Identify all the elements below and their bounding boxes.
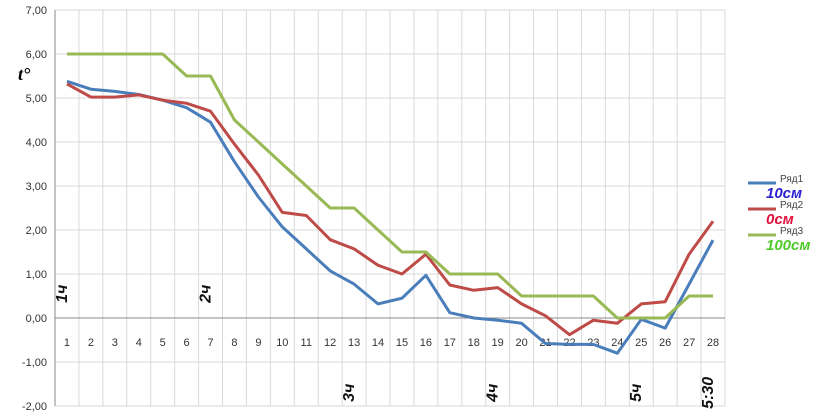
time-annotation: 2ч <box>198 285 215 304</box>
x-tick-label: 19 <box>492 337 504 349</box>
x-tick-label: 17 <box>444 337 456 349</box>
x-tick-label: 9 <box>255 337 261 349</box>
legend-depth-note: 100см <box>766 237 810 254</box>
time-annotation: 5:30 <box>700 377 717 409</box>
x-tick-label: 10 <box>276 337 288 349</box>
legend-entry-label: Ряд2 <box>780 200 804 211</box>
x-tick-label: 27 <box>683 337 695 349</box>
time-annotations: 1ч 2ч 3ч 4ч 5ч 5:30 <box>54 285 717 409</box>
x-tick-label: 3 <box>112 337 118 349</box>
x-tick-label: 24 <box>611 337 623 349</box>
x-tick-label: 6 <box>184 337 190 349</box>
y-tick-label: 7,00 <box>26 5 47 17</box>
y-tick-label: 3,00 <box>26 181 47 193</box>
y-tick-label: 1,00 <box>26 269 47 281</box>
x-tick-label: 13 <box>348 337 360 349</box>
x-tick-label: 14 <box>372 337 384 349</box>
x-tick-label: 18 <box>468 337 480 349</box>
legend-entry-label: Ряд3 <box>780 226 804 237</box>
x-tick-label: 28 <box>707 337 719 349</box>
y-tick-label: 5,00 <box>26 93 47 105</box>
x-tick-label: 1 <box>64 337 70 349</box>
x-tick-label: 12 <box>324 337 336 349</box>
time-annotation: 3ч <box>341 384 358 402</box>
series-line <box>67 52 713 320</box>
x-tick-label: 8 <box>231 337 237 349</box>
y-tick-label: -2,00 <box>22 401 47 413</box>
series-line <box>66 82 715 337</box>
x-tick-label: 11 <box>301 337 312 349</box>
legend-entry-label: Ряд1 <box>780 174 804 185</box>
axes: -2,00 -1,00 0,00 1,00 2,00 3,00 4,00 5,00 6,00 7,… <box>22 5 725 413</box>
x-tick-label: 15 <box>396 337 408 349</box>
x-tick-label: 20 <box>515 337 527 349</box>
y-axis-label: t° <box>18 64 31 84</box>
x-tick-label: 7 <box>207 337 213 349</box>
time-annotation: 5ч <box>628 384 645 402</box>
legend-depth-note: 0см <box>766 211 794 228</box>
y-tick-label: 0,00 <box>26 313 47 325</box>
time-annotation: 4ч <box>485 384 502 403</box>
series-line <box>66 79 715 355</box>
series-lines <box>66 52 715 355</box>
y-tick-label: 4,00 <box>26 137 47 149</box>
x-tick-label: 4 <box>136 337 142 349</box>
x-tick-label: 5 <box>160 337 166 349</box>
grid <box>54 9 726 407</box>
y-tick-label: 6,00 <box>26 49 47 61</box>
legend-depth-note: 10см <box>766 185 802 202</box>
y-tick-label: -1,00 <box>22 357 47 369</box>
y-tick-label: 2,00 <box>26 225 47 237</box>
x-tick-label: 16 <box>420 337 432 349</box>
x-tick-label: 26 <box>659 337 671 349</box>
x-tick-label: 2 <box>88 337 94 349</box>
x-tick-label: 25 <box>635 337 647 349</box>
time-annotation: 1ч <box>54 285 71 303</box>
